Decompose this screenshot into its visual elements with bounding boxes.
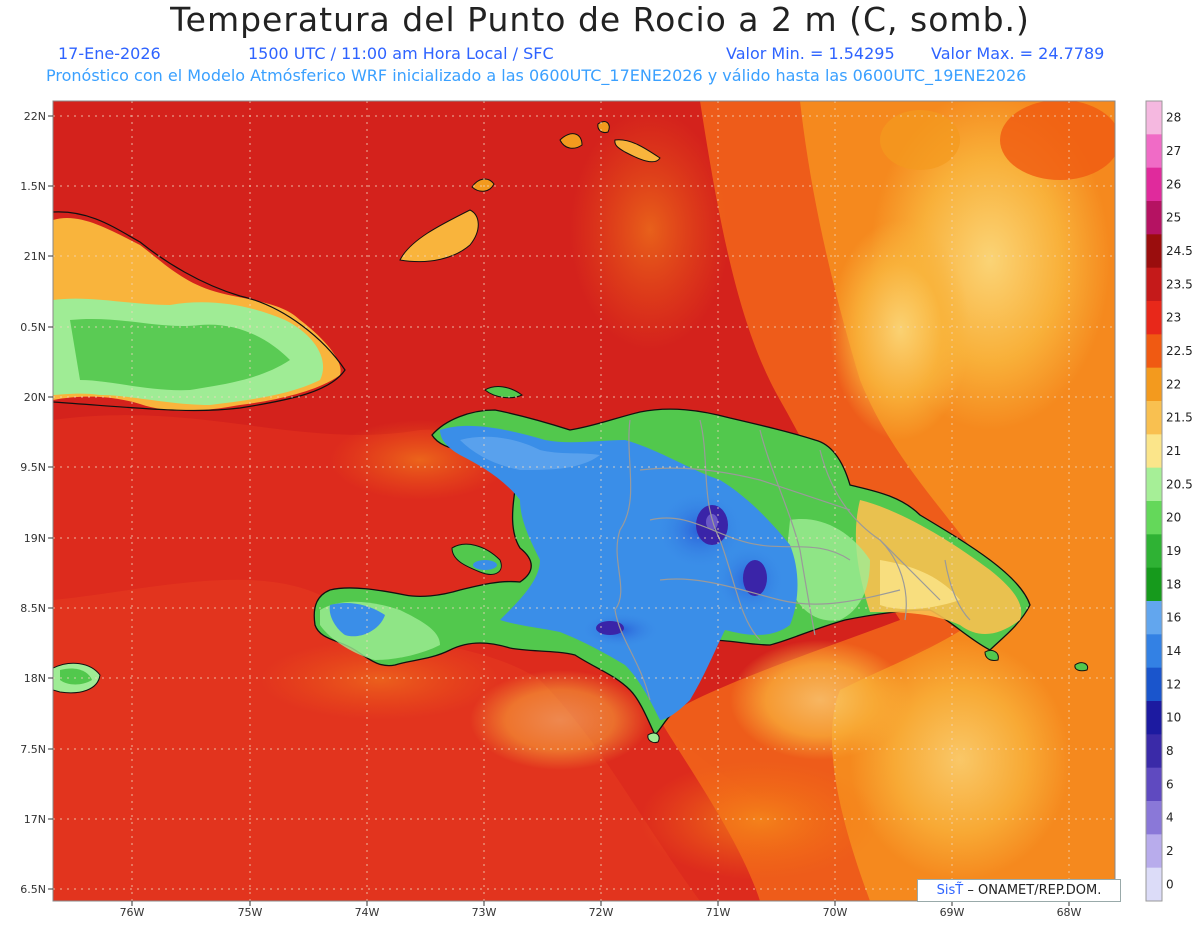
lat-tick: 8.5N	[20, 602, 46, 615]
colorbar-swatch	[1146, 267, 1162, 302]
great-inagua	[399, 209, 479, 263]
colorbar-swatch	[1146, 134, 1162, 169]
colorbar-label: 12	[1166, 677, 1181, 691]
colorbar-swatch	[1146, 534, 1162, 569]
colorbar-label: 8	[1166, 744, 1174, 758]
colorbar-label: 22.5	[1166, 344, 1193, 358]
model-info: Pronóstico con el Modelo Atmósferico WRF…	[46, 66, 1027, 85]
sistt-logo: SisT̃	[936, 883, 964, 898]
colorbar-swatch	[1146, 567, 1162, 602]
colorbar-swatch	[1146, 634, 1162, 669]
colorbar-swatch	[1146, 734, 1162, 769]
colorbar-label: 18	[1166, 577, 1181, 591]
colorbar-swatch	[1146, 801, 1162, 835]
colorbar-label: 22	[1166, 377, 1181, 391]
colorbar-swatch	[1146, 767, 1162, 802]
max-value: Valor Max. = 24.7789	[931, 44, 1105, 63]
lon-tick: 68W	[1057, 906, 1082, 919]
colorbar-label: 23.5	[1166, 277, 1193, 291]
colorbar-swatch	[1146, 234, 1162, 269]
colorbar-frame	[1145, 100, 1163, 902]
colorbar-label: 0	[1166, 877, 1174, 891]
lat-tick: 19N	[24, 532, 46, 545]
lon-tick: 72W	[589, 906, 614, 919]
colorbar-label: 14	[1166, 644, 1181, 658]
colorbar-label: 20.5	[1166, 477, 1193, 491]
colorbar-swatch	[1146, 301, 1162, 335]
colorbar-label: 6	[1166, 777, 1174, 791]
lon-tick: 73W	[472, 906, 497, 919]
colorbar-swatch	[1146, 434, 1162, 469]
lon-tick: 75W	[238, 906, 263, 919]
colorbar-swatch	[1146, 501, 1162, 535]
lat-tick: 9.5N	[20, 461, 46, 474]
map-field	[53, 101, 1115, 901]
map-title: Temperatura del Punto de Rocio a 2 m (C,…	[170, 0, 1030, 39]
colorbar-label: 10	[1166, 711, 1181, 725]
lat-tick: 22N	[24, 110, 46, 123]
colorbar-swatch	[1146, 667, 1162, 702]
colorbar-swatch	[1146, 334, 1162, 369]
lat-tick: 1.5N	[20, 180, 46, 193]
colorbar-label: 21.5	[1166, 411, 1193, 425]
lat-axis: 22N 1.5N 21N 0.5N 20N 9.5N 19N 8.5N 18N …	[20, 110, 53, 896]
lat-tick: 18N	[24, 672, 46, 685]
colorbar-label: 23	[1166, 311, 1181, 325]
graticule	[53, 101, 1115, 901]
lon-tick: 74W	[355, 906, 380, 919]
colorbar-label: 2	[1166, 844, 1174, 858]
colorbar-swatch	[1146, 601, 1162, 635]
colorbar-swatch	[1146, 367, 1162, 402]
lat-tick: 6.5N	[20, 883, 46, 896]
credit-badge: SisT̃ – ONAMET/REP.DOM.	[917, 879, 1121, 902]
colorbar-swatch	[1146, 467, 1162, 502]
colorbar-label: 16	[1166, 611, 1181, 625]
min-value: Valor Min. = 1.54295	[726, 44, 895, 63]
colorbar-swatch	[1146, 867, 1162, 902]
colorbar-label: 24.5	[1166, 244, 1193, 258]
lat-tick: 0.5N	[20, 321, 46, 334]
colorbar-swatch	[1146, 401, 1162, 435]
colorbar-label: 25	[1166, 211, 1181, 225]
colorbar-label: 27	[1166, 144, 1181, 158]
lon-tick: 76W	[120, 906, 145, 919]
lat-tick: 21N	[24, 250, 46, 263]
forecast-date: 17-Ene-2026	[58, 44, 161, 63]
colorbar-swatch	[1146, 201, 1162, 235]
colorbar-label: 26	[1166, 177, 1181, 191]
colorbar-label: 4	[1166, 811, 1174, 825]
forecast-time: 1500 UTC / 11:00 am Hora Local / SFC	[248, 44, 554, 63]
colorbar-swatch	[1146, 167, 1162, 202]
credit-text: – ONAMET/REP.DOM.	[967, 883, 1102, 898]
province-borders	[614, 419, 971, 701]
lat-tick: 17N	[24, 813, 46, 826]
lat-tick: 20N	[24, 391, 46, 404]
map-frame	[52, 100, 1116, 902]
colorbar-swatch	[1146, 834, 1162, 869]
colorbar-label: 21	[1166, 444, 1181, 458]
lon-axis: 76W 75W 74W 73W 72W 71W 70W 69W 68W	[120, 901, 1082, 919]
colorbar-swatch	[1146, 701, 1162, 735]
lat-tick: 7.5N	[20, 743, 46, 756]
colorbar-label: 19	[1166, 544, 1181, 558]
lon-tick: 69W	[940, 906, 965, 919]
colorbar-label: 20	[1166, 511, 1181, 525]
colorbar-legend: 2827262524.523.52322.52221.52120.5201918…	[1145, 100, 1193, 902]
colorbar-label: 28	[1166, 111, 1181, 125]
colorbar-swatch	[1146, 101, 1162, 135]
lon-tick: 71W	[706, 906, 731, 919]
lon-tick: 70W	[823, 906, 848, 919]
